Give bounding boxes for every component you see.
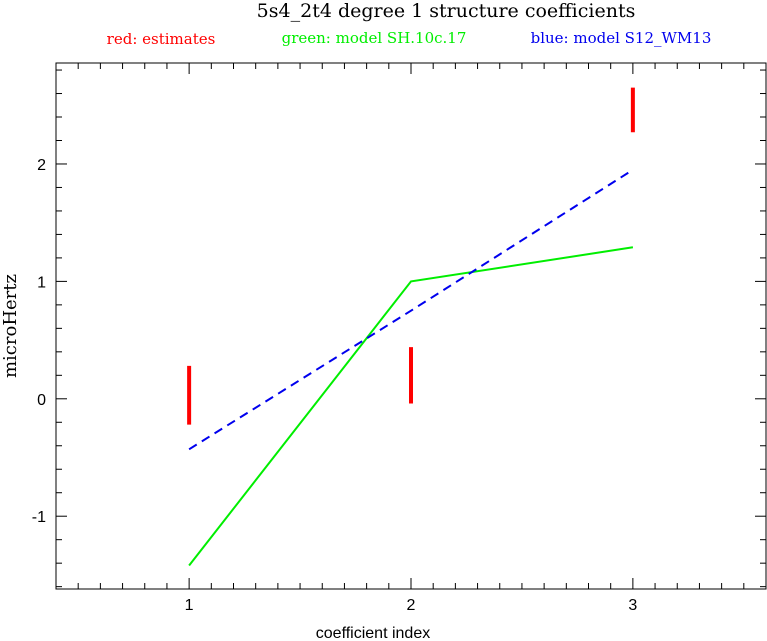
x-tick-label: 3 (628, 597, 637, 614)
y-tick-label: 1 (37, 274, 46, 291)
model-lines (188, 168, 634, 567)
y-tick-label: -1 (32, 509, 46, 526)
axis-ticks: 1 2 3 -1 0 1 2 (32, 63, 766, 614)
chart-title: 5s4_2t4 degree 1 structure coefficients (257, 0, 636, 22)
estimate-bars (187, 87, 635, 425)
y-tick-label: 0 (37, 392, 46, 409)
legend-green: green: model SH.10c.17 (282, 29, 467, 47)
series-line-blue (188, 168, 634, 451)
legend-blue: blue: model S12_WM13 (531, 29, 712, 47)
legend-red: red: estimates (107, 30, 216, 48)
series-line-green (188, 246, 634, 567)
y-axis-label: microHertz (0, 274, 21, 378)
x-tick-label: 2 (407, 597, 416, 614)
x-axis-label: coefficient index (316, 625, 430, 641)
plot-frame (55, 62, 767, 590)
y-tick-label: 2 (37, 157, 46, 174)
x-tick-label: 1 (185, 597, 194, 614)
